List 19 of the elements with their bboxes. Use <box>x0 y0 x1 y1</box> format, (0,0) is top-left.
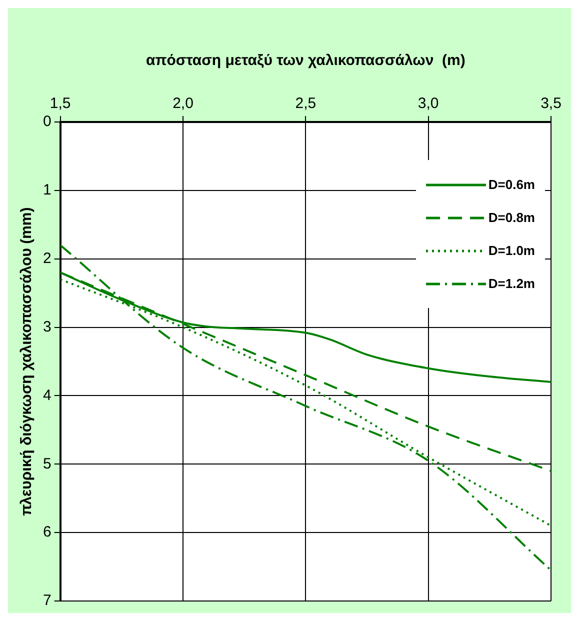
x-tick-label: 1,5 <box>50 95 71 112</box>
y-tick-label: 2 <box>43 250 52 267</box>
x-tick-label: 3,0 <box>418 95 439 112</box>
x-tick-label: 3,5 <box>540 95 562 112</box>
x-axis-title: απόσταση μεταξύ των χαλικοπασσάλων (m) <box>146 52 466 70</box>
y-tick-label: 0 <box>43 113 52 130</box>
legend-label: D=0.6m <box>488 177 535 192</box>
legend-label: D=0.8m <box>488 210 535 225</box>
y-tick-label: 1 <box>43 182 52 199</box>
x-tick-label: 2,5 <box>295 95 316 112</box>
y-tick-label: 5 <box>43 455 52 472</box>
y-axis-title: πλευρική διόγκωση χαλικοπασσάλου (mm) <box>18 207 36 516</box>
y-tick-label: 6 <box>43 524 52 541</box>
y-tick-label: 4 <box>43 386 52 404</box>
legend-label: D=1.0m <box>488 243 535 258</box>
x-tick-label: 2,0 <box>172 95 194 112</box>
legend-label: D=1.2m <box>488 276 535 291</box>
y-tick-label: 7 <box>43 592 52 610</box>
y-tick-label: 3 <box>43 318 52 336</box>
